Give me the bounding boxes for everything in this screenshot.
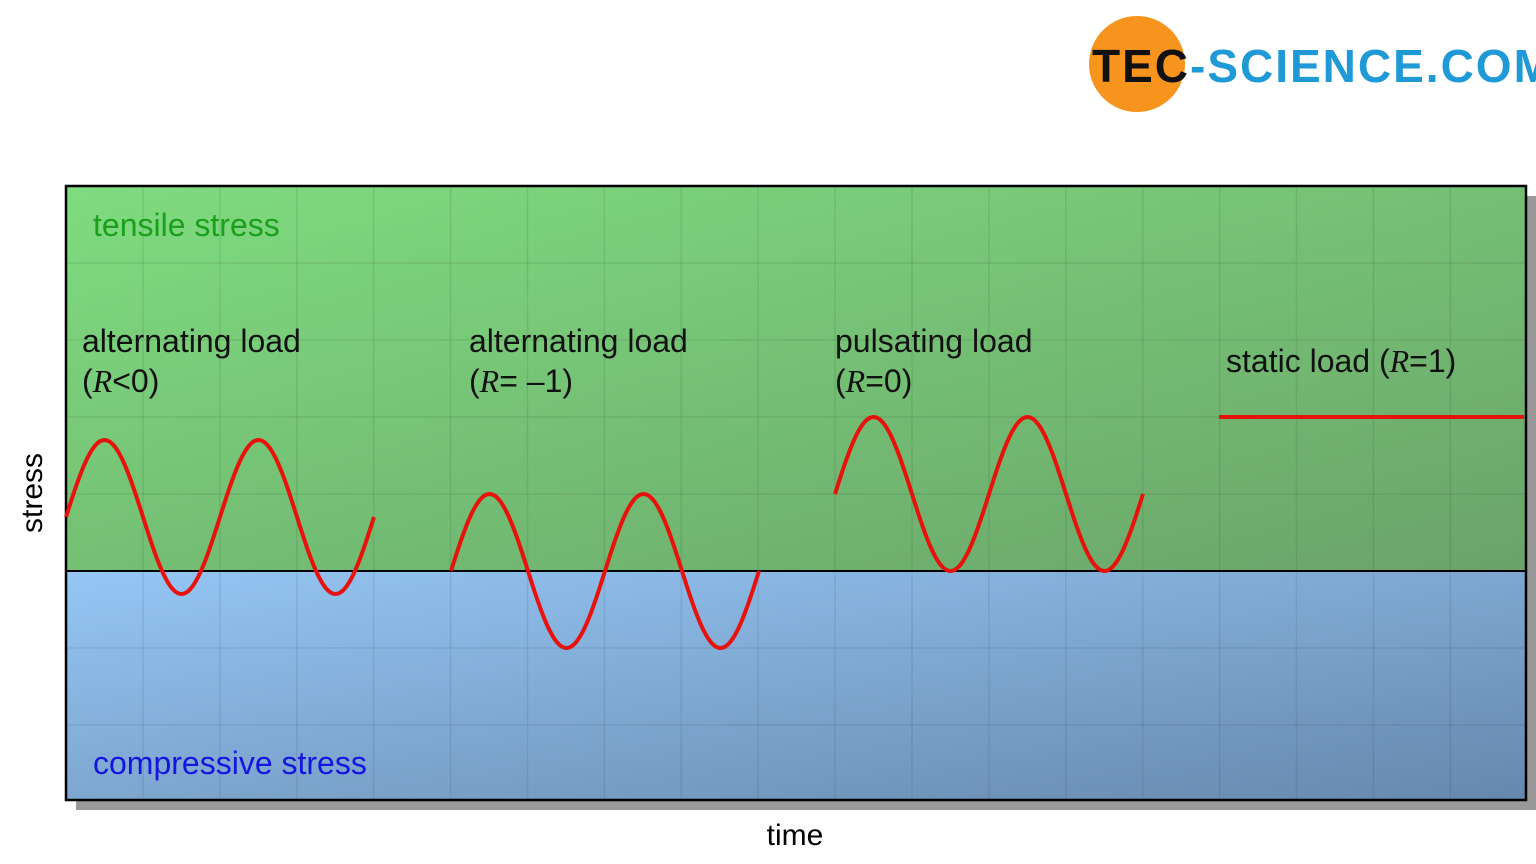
wave [833, 414, 1145, 574]
plot-frame [64, 184, 1528, 802]
label-part: ( [82, 363, 93, 399]
load-label: (R<0) [82, 363, 159, 399]
waves [64, 414, 1524, 651]
load-labels: alternating load(R<0)alternating load(R=… [82, 323, 1456, 399]
logo-light: -SCIENCE.COM [1190, 40, 1536, 92]
logo-dark: TEC [1092, 40, 1190, 92]
tensile-label: tensile stress [93, 207, 280, 243]
label-part: static load ( [1226, 343, 1390, 379]
label-part: R [92, 363, 113, 399]
logo-circle [1089, 16, 1185, 112]
load-label: alternating load [469, 323, 688, 359]
load-label: static load (R=1) [1226, 343, 1456, 379]
label-part: =0) [865, 363, 912, 399]
label-part: pulsating load [835, 323, 1032, 359]
label-part: alternating load [469, 323, 688, 359]
label-part: = –1) [499, 363, 573, 399]
wave [449, 491, 761, 651]
label-part: <0) [112, 363, 159, 399]
tensile-region [66, 186, 1526, 571]
label-part: ( [469, 363, 480, 399]
load-label: alternating load [82, 323, 301, 359]
wave [64, 437, 376, 597]
label-part: alternating load [82, 323, 301, 359]
label-part: R [845, 363, 866, 399]
label-part: ( [835, 363, 846, 399]
load-label: (R= –1) [469, 363, 573, 399]
label-part: R [479, 363, 500, 399]
compressive-label: compressive stress [93, 745, 367, 781]
x-axis-label: time [767, 819, 824, 852]
label-part: =1) [1409, 343, 1456, 379]
compressive-region [66, 571, 1526, 800]
load-label: pulsating load [835, 323, 1032, 359]
load-label: (R=0) [835, 363, 912, 399]
y-axis-label: stress [16, 453, 49, 533]
grid [66, 186, 1526, 800]
logo: TEC-SCIENCE.COM [1092, 40, 1536, 92]
label-part: R [1389, 343, 1410, 379]
